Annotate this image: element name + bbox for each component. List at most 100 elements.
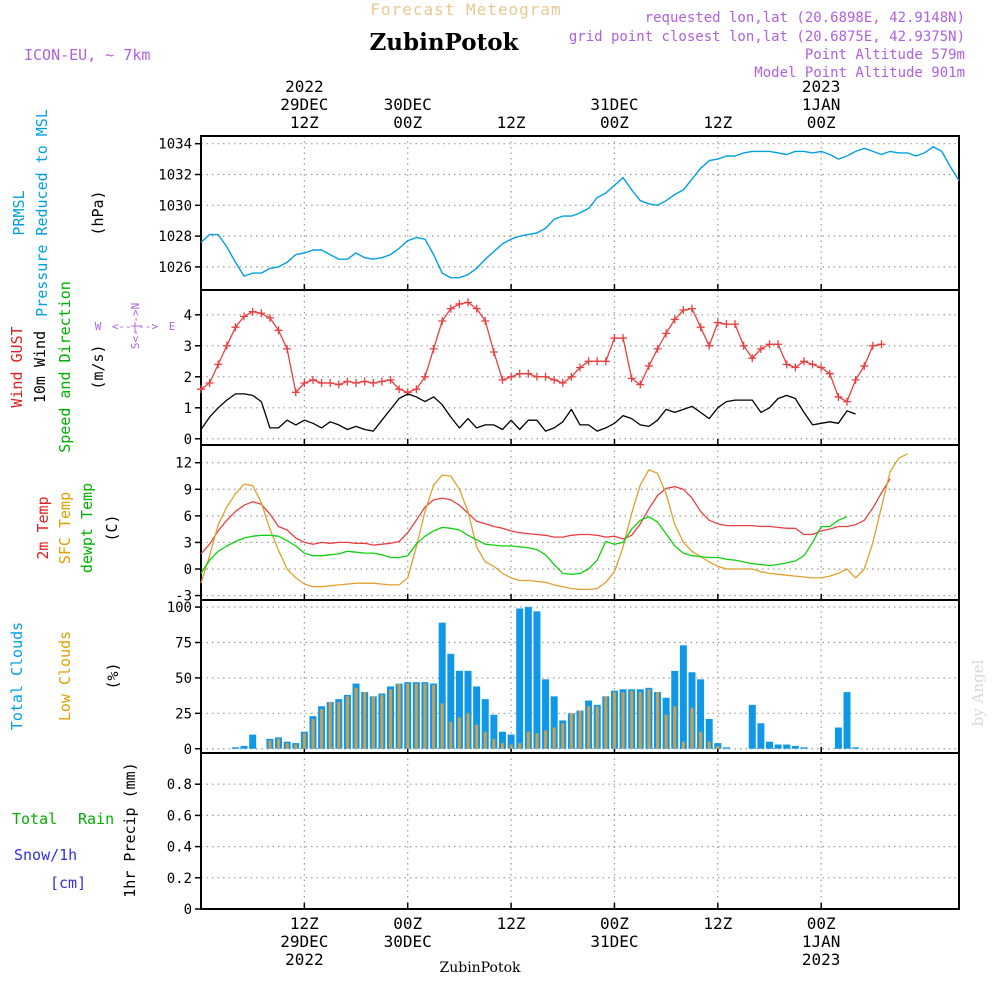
gust-marker <box>334 380 343 389</box>
gust-marker <box>782 360 791 369</box>
low-cloud-bar <box>509 744 513 749</box>
time-label: 12Z <box>290 914 319 933</box>
panel-0: 1026 1028 1030 1032 1034 <box>158 135 960 291</box>
gust-marker <box>679 306 688 315</box>
time-label: 1JAN <box>802 95 841 114</box>
gust-marker <box>489 348 498 356</box>
time-label: 00Z <box>600 914 629 933</box>
low-cloud-bar <box>544 730 548 749</box>
low-cloud-bar <box>457 717 461 749</box>
time-label: 12Z <box>290 113 319 132</box>
y-tick-label: 0.2 <box>167 871 192 887</box>
panel-4: 0 0.2 0.4 0.6 0.8 <box>167 752 960 918</box>
temperature-axis-label: (C) <box>103 514 121 541</box>
gust-marker <box>507 372 516 381</box>
low-cloud-bar <box>268 740 272 749</box>
total-cloud-bar <box>714 743 722 749</box>
total-cloud-bar <box>447 653 455 749</box>
y-tick-label: 50 <box>175 671 192 687</box>
total-cloud-bar <box>490 714 498 749</box>
low-cloud-bar <box>475 724 479 749</box>
low-cloud-bar <box>423 683 427 749</box>
low-cloud-bar <box>449 721 453 749</box>
y-tick-label: 0 <box>184 902 192 918</box>
low-cloud-bar <box>535 733 539 749</box>
low-cloud-bar <box>380 694 384 749</box>
low-cloud-bar <box>569 713 573 749</box>
gust-marker <box>843 397 852 406</box>
gust-marker <box>352 379 361 387</box>
gust-marker <box>420 372 429 381</box>
low-cloud-bar <box>277 738 281 749</box>
gust-marker <box>705 341 714 350</box>
panel-labels: PRMSL Pressure Reduced to MSL (hPa) Wind GU… <box>8 109 175 898</box>
gust-marker <box>403 388 412 397</box>
precip-total-label: Total <box>12 810 57 828</box>
time-label: 12Z <box>497 113 526 132</box>
clouds-axis-label: Low Clouds <box>56 631 74 721</box>
gust-marker <box>817 363 826 372</box>
low-cloud-bar <box>483 731 487 749</box>
total-cloud-bar <box>800 747 808 749</box>
pressure-axis-label: Pressure Reduced to MSL <box>33 109 51 317</box>
gust-marker <box>834 392 843 401</box>
y-tick-label: 1 <box>184 401 192 417</box>
pressure-series <box>200 146 960 279</box>
total-cloud-bar <box>783 744 791 749</box>
gust-marker <box>825 369 834 378</box>
low-cloud-bar <box>466 713 470 749</box>
y-tick-label: 1028 <box>158 229 192 245</box>
total-cloud-bar <box>524 607 532 749</box>
panel-frame <box>200 752 960 910</box>
gust-marker <box>739 341 748 350</box>
precip-snow-label: Snow/1h <box>14 846 77 864</box>
gust-marker <box>291 388 300 397</box>
point-altitude: Point Altitude 579m <box>805 47 965 63</box>
time-label: 2022 <box>285 77 324 96</box>
temp-2m-line <box>200 478 891 555</box>
low-cloud-bar <box>681 741 685 749</box>
y-tick-label: 100 <box>167 600 192 616</box>
gust-marker <box>524 369 533 378</box>
gust-marker <box>222 341 231 350</box>
total-cloud-bar <box>705 719 713 749</box>
gust-marker <box>799 357 808 366</box>
gust-marker <box>731 320 740 329</box>
total-cloud-bar <box>757 723 765 749</box>
time-label: 31DEC <box>590 95 638 114</box>
time-label: 12Z <box>497 914 526 933</box>
gust-marker <box>317 379 326 387</box>
gust-marker <box>464 298 473 307</box>
y-tick-label: 0.8 <box>167 777 192 793</box>
total-cloud-bar <box>240 745 248 749</box>
time-label: 30DEC <box>384 932 432 951</box>
total-cloud-bar <box>722 747 730 749</box>
gust-marker <box>248 307 257 316</box>
gust-marker <box>343 377 352 386</box>
y-tick-label: 6 <box>184 509 192 525</box>
watermark: by Angel <box>969 659 987 726</box>
gust-marker <box>360 377 369 386</box>
total-cloud-bar <box>249 734 257 749</box>
temperature-series <box>200 453 908 591</box>
gust-marker <box>481 317 490 325</box>
low-cloud-bar <box>440 703 444 749</box>
temperature-axis-label: dewpt Temp <box>78 483 96 573</box>
gust-line <box>200 301 882 403</box>
y-tick-label: 1030 <box>158 198 192 214</box>
total-cloud-bar <box>550 696 558 749</box>
time-label: 2023 <box>802 77 841 96</box>
gust-marker <box>868 341 877 350</box>
y-tick-label: 1032 <box>158 168 192 184</box>
gust-marker <box>851 375 860 384</box>
low-cloud-bar <box>604 696 608 749</box>
header: Forecast Meteogram ZubinPotok ICON-EU, ~… <box>24 0 965 81</box>
model-label: ICON-EU, ~ 7km <box>24 46 150 64</box>
gust-marker <box>550 375 559 384</box>
total-cloud-bar <box>455 670 463 749</box>
total-cloud-bar <box>766 741 773 749</box>
gust-marker <box>240 312 249 321</box>
total-cloud-bar <box>473 686 481 749</box>
